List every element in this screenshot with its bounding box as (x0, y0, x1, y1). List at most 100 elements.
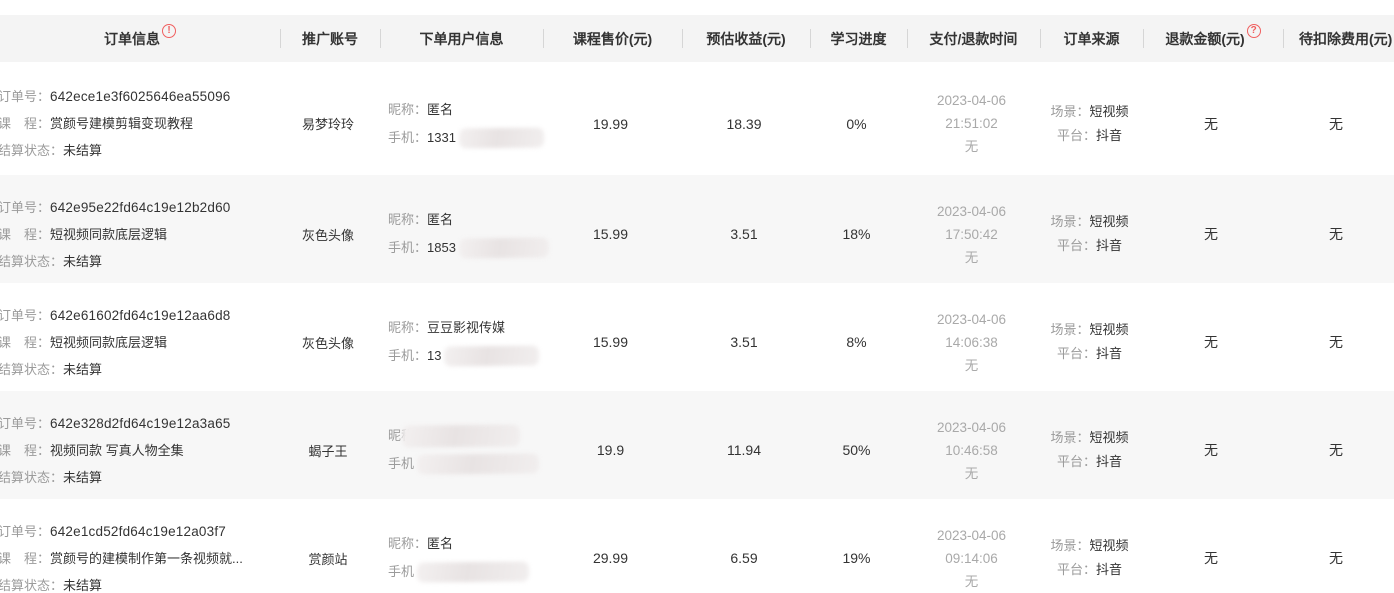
deduction-value: 无 (1329, 334, 1343, 350)
pay-time: 09:14:06 (945, 550, 998, 566)
course-label: 课 程： (0, 442, 51, 458)
phone-label: 手机： (388, 129, 428, 145)
settle-status-value: 未结算 (63, 469, 103, 485)
platform-value: 抖音 (1096, 238, 1123, 253)
pay-time-cell: 2023-04-06 21:51:02 无 (905, 89, 1038, 158)
refund-time: 无 (964, 357, 979, 373)
course-label: 课 程： (0, 226, 51, 242)
refund-amount-value: 无 (1204, 550, 1218, 566)
platform-line: 平台：抖音 (1038, 450, 1141, 474)
progress-cell: 19% (808, 550, 905, 566)
promo-account-cell: 灰色头像 (278, 225, 378, 244)
column-header-label: 推广账号 (302, 30, 358, 47)
order-number-line: 订单号：642e328d2fd64c19e12a3a65 (0, 410, 278, 437)
column-header-label: 订单信息 (104, 30, 160, 47)
course-label: 课 程： (0, 116, 51, 131)
platform-value: 抖音 (1096, 454, 1123, 469)
price-value: 19.99 (592, 115, 629, 132)
pay-time-cell: 2023-04-06 09:14:06 无 (905, 524, 1038, 593)
pay-time: 21:51:02 (945, 116, 998, 131)
column-header-label: 支付/退款时间 (929, 30, 1018, 47)
order-number-value: 642e328d2fd64c19e12a3a65 (50, 415, 231, 431)
refund-amount-cell: 无 (1141, 440, 1281, 460)
phone-label: 手机 (388, 456, 415, 471)
settle-status-value: 未结算 (63, 577, 103, 593)
pay-time-cell: 2023-04-06 14:06:38 无 (905, 308, 1038, 377)
price-value: 19.9 (596, 442, 625, 458)
price-value: 29.99 (592, 550, 629, 566)
revenue-cell: 3.51 (680, 226, 808, 242)
column-divider (1143, 29, 1144, 48)
settle-status-label: 结算状态： (0, 253, 64, 269)
table-body: 订单号：642ece1e3f6025646ea55096 课 程：赏颜号建模剪辑… (0, 62, 1394, 593)
deduction-cell: 无 (1281, 224, 1392, 244)
course-name: 视频同款 写真人物全集 (50, 442, 184, 458)
phone-line: 手机： 13 (388, 342, 541, 370)
deduction-cell: 无 (1281, 114, 1392, 134)
progress-value: 18% (842, 226, 871, 242)
deduction-value: 无 (1329, 115, 1343, 132)
order-number-label: 订单号： (0, 89, 51, 104)
table-row: 订单号：642e1cd52fd64c19e12a03f7 课 程：赏颜号的建模制… (0, 499, 1394, 593)
refund-amount-cell: 无 (1141, 114, 1281, 134)
nickname-blur-mask (401, 424, 521, 448)
order-info-cell: 订单号：642e95e22fd64c19e12b2d60 课 程：短视频同款底层… (0, 194, 278, 275)
column-divider (1040, 29, 1041, 48)
column-header: 订单来源 (1040, 15, 1143, 62)
phone-label: 手机 (388, 564, 415, 579)
order-number-value: 642e61602fd64c19e12aa6d8 (50, 307, 231, 323)
scene-value: 短视频 (1089, 103, 1129, 119)
progress-value: 19% (842, 550, 871, 566)
course-name: 赏颜号的建模制作第一条视频就... (50, 550, 243, 566)
promo-account-name: 蝎子王 (308, 443, 348, 459)
column-header: 订单信息 ! (0, 15, 280, 62)
order-number-line: 订单号：642ece1e3f6025646ea55096 (0, 83, 278, 110)
progress-value: 0% (846, 115, 867, 132)
platform-value: 抖音 (1096, 127, 1123, 143)
course-line: 课 程：短视频同款底层逻辑 (0, 221, 278, 248)
promo-account-cell: 赏颜站 (278, 549, 378, 568)
platform-line: 平台：抖音 (1038, 124, 1141, 148)
order-number-value: 642e95e22fd64c19e12b2d60 (50, 199, 231, 215)
question-circle-icon[interactable]: ? (1246, 23, 1261, 38)
scene-line: 场景：短视频 (1038, 100, 1141, 124)
refund-time: 无 (964, 465, 979, 481)
pay-time: 17:50:42 (945, 226, 998, 242)
scene-value: 短视频 (1089, 538, 1129, 553)
scene-label: 场景： (1050, 103, 1090, 119)
pay-date: 2023-04-06 (936, 93, 1007, 108)
nickname-value: 匿名 (427, 212, 454, 227)
scene-value: 短视频 (1089, 430, 1129, 445)
price-cell: 19.9 (541, 442, 680, 458)
nickname-label: 昵称： (388, 212, 428, 227)
nickname-line: 昵称 (388, 422, 541, 450)
alert-circle-icon[interactable]: ! (162, 23, 176, 38)
phone-blur-mask (458, 237, 550, 259)
promo-account-name: 赏颜站 (308, 551, 348, 567)
refund-time: 无 (964, 249, 979, 265)
source-cell: 场景：短视频 平台：抖音 (1038, 426, 1141, 474)
revenue-value: 3.51 (730, 334, 758, 350)
revenue-value: 3.51 (730, 226, 758, 242)
phone-label: 手机： (388, 240, 428, 255)
scene-line: 场景：短视频 (1038, 318, 1141, 342)
platform-value: 抖音 (1096, 346, 1123, 361)
settle-line: 结算状态：未结算 (0, 464, 278, 491)
column-header-label: 待扣除费用(元) (1299, 30, 1393, 47)
revenue-value: 18.39 (726, 115, 762, 132)
order-number-label: 订单号： (0, 523, 51, 539)
course-line: 课 程：赏颜号建模剪辑变现教程 (0, 110, 278, 137)
order-number-line: 订单号：642e61602fd64c19e12aa6d8 (0, 302, 278, 329)
scene-line: 场景：短视频 (1038, 426, 1141, 450)
phone-value: 13 (427, 348, 442, 363)
column-header-label: 课程售价(元) (572, 30, 653, 47)
promo-account-name: 灰色头像 (301, 335, 354, 351)
scene-label: 场景： (1050, 322, 1090, 337)
table-row: 订单号：642ece1e3f6025646ea55096 课 程：赏颜号建模剪辑… (0, 62, 1394, 175)
settle-line: 结算状态：未结算 (0, 248, 278, 275)
pay-date: 2023-04-06 (936, 419, 1007, 435)
deduction-cell: 无 (1281, 440, 1392, 460)
orders-table: 订单信息 ! 推广账号 下单用户信息 课程售价(元) 预估收益(元) 学习进度 … (0, 15, 1394, 593)
progress-cell: 18% (808, 226, 905, 242)
promo-account-name: 易梦玲玲 (301, 117, 354, 132)
